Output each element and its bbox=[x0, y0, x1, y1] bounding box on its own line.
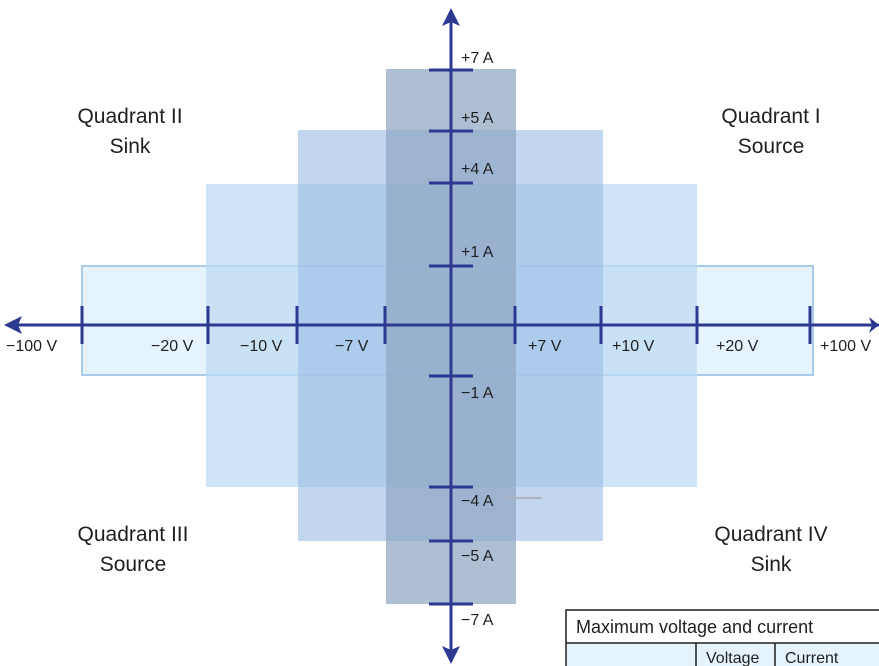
current-tick-label: +7 A bbox=[461, 50, 494, 67]
current-ticks bbox=[429, 68, 473, 606]
voltage-tick-label: −7 V bbox=[335, 338, 369, 355]
voltage-tick-label: −100 V bbox=[6, 338, 57, 355]
current-axis-top-arrow bbox=[442, 8, 460, 26]
axes bbox=[4, 8, 879, 664]
table-col-current: Current bbox=[785, 650, 839, 666]
table-col-voltage: Voltage bbox=[706, 650, 759, 666]
current-tick-label: −5 A bbox=[461, 548, 494, 565]
current-tick-label: −7 A bbox=[461, 612, 494, 629]
quadrant-4-role: Sink bbox=[751, 553, 792, 576]
current-tick-label: −1 A bbox=[461, 385, 494, 402]
voltage-tick-labels: −100 V −20 V −10 V −7 V +7 V +10 V +20 V… bbox=[6, 338, 871, 355]
quadrant-2-title: Quadrant II bbox=[77, 105, 182, 128]
quadrant-3-role: Source bbox=[100, 553, 167, 576]
current-tick-label: −4 A bbox=[461, 493, 494, 510]
voltage-tick-label: −10 V bbox=[240, 338, 283, 355]
quadrant-4-title: Quadrant IV bbox=[714, 523, 827, 546]
current-axis-bottom-arrow bbox=[442, 646, 460, 664]
current-tick-label: +4 A bbox=[461, 161, 494, 178]
current-tick-label: +1 A bbox=[461, 244, 494, 261]
quadrant-2-role: Sink bbox=[110, 135, 151, 158]
quadrant-1-role: Source bbox=[738, 135, 805, 158]
max-voltage-current-table: Maximum voltage and current Voltage Curr… bbox=[565, 609, 879, 666]
voltage-tick-label: −20 V bbox=[151, 338, 194, 355]
voltage-ticks bbox=[80, 306, 812, 344]
table-header-row bbox=[567, 644, 879, 666]
voltage-tick-label: +20 V bbox=[716, 338, 759, 355]
quadrant-1-title: Quadrant I bbox=[721, 105, 820, 128]
voltage-tick-label: +100 V bbox=[820, 338, 871, 355]
voltage-tick-label: +7 V bbox=[528, 338, 562, 355]
current-tick-labels: +7 A +5 A +4 A +1 A −1 A −4 A −5 A −7 A bbox=[461, 50, 494, 629]
operating-regions bbox=[81, 69, 814, 604]
voltage-axis-right-arrow bbox=[869, 317, 879, 333]
table-title: Maximum voltage and current bbox=[576, 617, 813, 637]
quadrant-3-title: Quadrant III bbox=[78, 523, 189, 546]
quadrant-labels: Quadrant II Sink Quadrant I Source Quadr… bbox=[77, 105, 827, 576]
voltage-axis-left-arrow bbox=[4, 316, 22, 334]
voltage-tick-label: +10 V bbox=[612, 338, 655, 355]
current-tick-label: +5 A bbox=[461, 110, 494, 127]
